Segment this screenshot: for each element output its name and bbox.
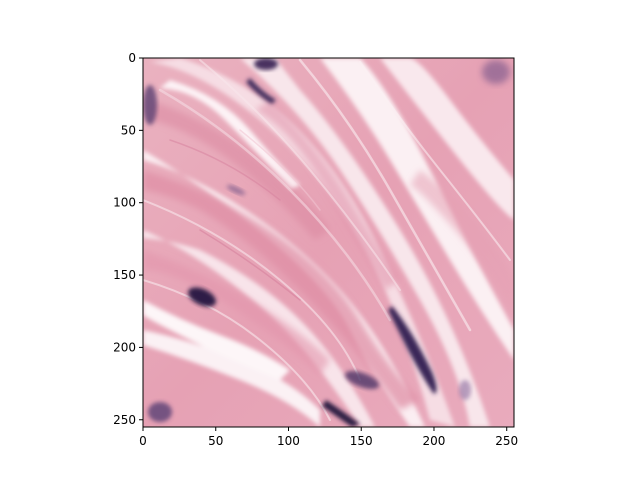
y-tick-label: 250 xyxy=(113,413,136,427)
y-tick-label: 50 xyxy=(121,123,136,137)
collagen-bundles xyxy=(143,100,514,410)
x-tick-label: 200 xyxy=(423,434,446,448)
y-tick-label: 100 xyxy=(113,196,136,210)
x-tick-label: 0 xyxy=(139,434,147,448)
y-tick-label: 200 xyxy=(113,340,136,354)
x-tick-label: 250 xyxy=(495,434,518,448)
x-tick-label: 150 xyxy=(350,434,373,448)
nuclei xyxy=(143,58,510,427)
histology-image xyxy=(143,58,514,427)
axes-frame xyxy=(142,57,515,428)
y-axis: 0 50 100 150 200 250 xyxy=(113,51,143,427)
x-axis: 0 50 100 150 200 250 xyxy=(139,427,518,448)
y-tick-label: 0 xyxy=(128,51,136,65)
fine-fibers xyxy=(143,58,511,421)
y-tick-label: 150 xyxy=(113,268,136,282)
x-tick-label: 50 xyxy=(208,434,223,448)
x-tick-label: 100 xyxy=(277,434,300,448)
